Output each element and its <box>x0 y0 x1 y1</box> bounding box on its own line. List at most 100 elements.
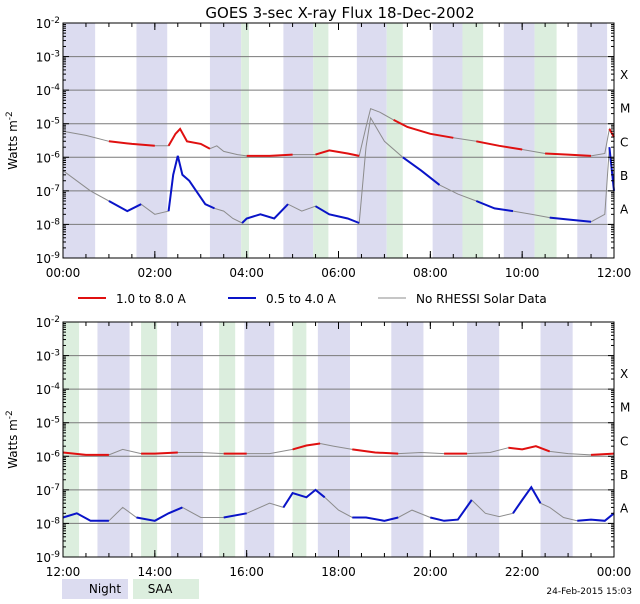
series-line-long <box>393 119 454 139</box>
series-line-short <box>402 156 441 186</box>
series-line-short <box>577 512 615 522</box>
night-band <box>244 322 275 557</box>
flare-class-label: A <box>620 501 629 515</box>
footer-timestamp: 24-Feb-2015 15:03 <box>546 587 632 597</box>
series-line-short <box>314 205 360 224</box>
series-line-short <box>512 485 542 514</box>
x-tick-label: 14:00 <box>138 565 173 579</box>
y-tick-label: 10-3 <box>36 349 60 364</box>
night-band <box>503 23 535 258</box>
series-line-long <box>246 153 293 157</box>
y-tick-label: 10-8 <box>36 217 61 232</box>
y-tick-label: 10-9 <box>36 550 61 565</box>
y-tick-label: 10-8 <box>36 516 61 531</box>
series-line-short <box>241 203 289 224</box>
series-line-long <box>352 448 399 455</box>
flare-class-label: M <box>620 102 630 116</box>
x-tick-label: 18:00 <box>321 565 356 579</box>
series-line-long <box>545 152 592 157</box>
y-tick-label: 10-5 <box>36 416 60 431</box>
series-line-short <box>608 147 615 192</box>
y-axis-label: Watts m-2 <box>5 111 20 170</box>
series-line-long <box>62 451 109 456</box>
saa-band <box>386 23 403 258</box>
legend-night-label: Night <box>89 582 122 596</box>
night-band <box>136 23 168 258</box>
x-tick-label: 12:00 <box>597 266 632 280</box>
series-line-long <box>167 127 211 150</box>
night-band <box>540 322 573 557</box>
night-band <box>317 322 350 557</box>
saa-band <box>219 322 236 557</box>
series-line-short <box>430 499 473 522</box>
series-line-long <box>108 140 155 147</box>
y-tick-label: 10-7 <box>36 483 60 498</box>
night-band <box>170 322 204 557</box>
series-legend: 1.0 to 8.0 A 0.5 to 4.0 A No RHESSI Sola… <box>78 292 547 306</box>
y-tick-label: 10-4 <box>36 83 61 98</box>
flare-class-label: B <box>620 468 628 482</box>
series-line-short <box>352 516 399 522</box>
top-panel: 10-9 10-8 10-7 10-6 10-5 10-4 10-3 10-2 Watts m-… <box>5 16 631 280</box>
series-line-short <box>167 155 215 212</box>
night-band <box>432 23 463 258</box>
night-band <box>356 23 387 258</box>
x-tick-label: 04:00 <box>229 266 264 280</box>
legend-short-label: 0.5 to 4.0 A <box>266 292 337 306</box>
night-band <box>209 23 242 258</box>
saa-band <box>63 322 80 557</box>
bottom-panel: 10-9 10-8 10-7 10-6 10-5 10-4 10-3 10-2 Watts m-… <box>5 315 631 579</box>
night-band <box>467 322 500 557</box>
series-line-short <box>549 216 592 223</box>
series-line-long <box>476 140 523 151</box>
x-tick-label: 12:00 <box>46 565 81 579</box>
flare-class-label: C <box>620 135 628 149</box>
series-line-long <box>590 452 615 456</box>
night-band <box>63 23 96 258</box>
y-tick-label: 10-9 <box>36 251 61 266</box>
series-line-long <box>292 442 321 451</box>
y-tick-label: 10-2 <box>36 16 60 31</box>
y-axis-label: Watts m-2 <box>5 410 20 469</box>
flare-class-label: X <box>620 367 628 381</box>
y-tick-label: 10-2 <box>36 315 60 330</box>
x-tick-label: 08:00 <box>413 266 448 280</box>
y-tick-label: 10-6 <box>36 150 61 165</box>
flare-class-label: M <box>620 401 630 415</box>
night-band <box>283 23 314 258</box>
y-tick-label: 10-5 <box>36 117 60 132</box>
series-line-short <box>62 512 109 522</box>
series-line-short <box>475 200 514 213</box>
y-tick-label: 10-6 <box>36 449 61 464</box>
shading-legend: Night SAA <box>62 579 199 599</box>
saa-band <box>534 23 557 258</box>
y-tick-label: 10-7 <box>36 184 60 199</box>
night-band <box>97 322 130 557</box>
saa-band <box>292 322 307 557</box>
x-tick-label: 16:00 <box>229 565 264 579</box>
x-tick-label: 00:00 <box>46 266 81 280</box>
series-line-long <box>508 445 551 453</box>
chart-title: GOES 3-sec X-ray Flux 18-Dec-2002 <box>205 4 474 22</box>
y-tick-label: 10-3 <box>36 50 60 65</box>
flare-class-label: X <box>620 68 628 82</box>
flare-class-label: B <box>620 169 628 183</box>
saa-band <box>241 23 249 258</box>
saa-band <box>313 23 329 258</box>
x-tick-label: 00:00 <box>597 565 632 579</box>
legend-saa-box <box>133 579 199 599</box>
x-tick-label: 22:00 <box>505 565 540 579</box>
x-tick-label: 10:00 <box>505 266 540 280</box>
night-band <box>391 322 424 557</box>
night-band <box>577 23 608 258</box>
series-line-long <box>315 149 360 157</box>
x-tick-label: 06:00 <box>321 266 356 280</box>
saa-band <box>141 322 158 557</box>
y-tick-label: 10-4 <box>36 382 61 397</box>
legend-nodata-label: No RHESSI Solar Data <box>416 292 547 306</box>
flare-class-label: A <box>620 202 629 216</box>
series-line-short <box>136 506 183 522</box>
x-tick-label: 20:00 <box>413 565 448 579</box>
